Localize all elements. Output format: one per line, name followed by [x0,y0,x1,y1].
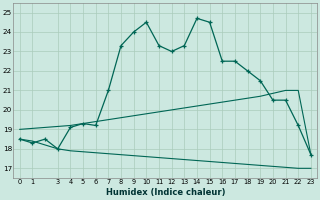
X-axis label: Humidex (Indice chaleur): Humidex (Indice chaleur) [106,188,225,197]
